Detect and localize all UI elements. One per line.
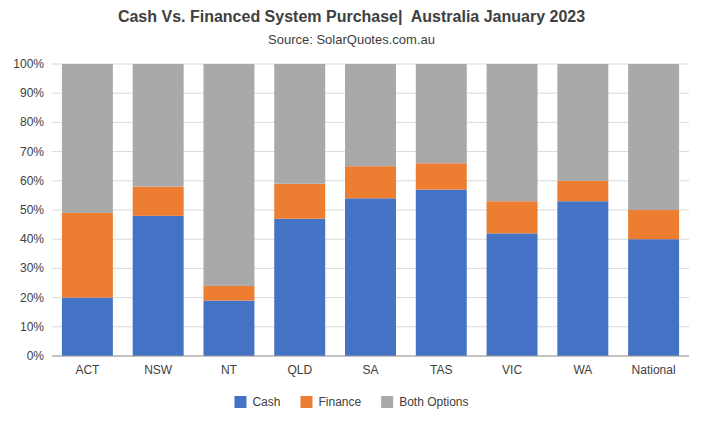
bar-segment <box>416 163 467 189</box>
bar-segment <box>557 181 608 201</box>
bars <box>62 64 679 356</box>
y-tick-label: 30% <box>20 261 44 275</box>
bar-segment <box>133 187 184 216</box>
bar-segment <box>628 239 679 356</box>
x-tick-label: QLD <box>287 363 312 377</box>
bar-segment <box>416 64 467 163</box>
bar-segment <box>345 198 396 356</box>
legend-item: Cash <box>234 395 280 409</box>
bar-segment <box>628 64 679 210</box>
x-tick-label: WA <box>573 363 592 377</box>
bar-segment <box>62 298 113 356</box>
x-tick-label: SA <box>362 363 378 377</box>
subtitle: Source: SolarQuotes.com.au <box>268 32 435 47</box>
title: Cash Vs. Financed System Purchase| Austr… <box>118 8 585 25</box>
bar-segment <box>628 210 679 239</box>
bar-segment <box>557 201 608 356</box>
chart: Cash Vs. Financed System Purchase| Austr… <box>0 0 703 428</box>
y-tick-label: 10% <box>20 320 44 334</box>
y-tick-label: 20% <box>20 291 44 305</box>
x-tick-label: VIC <box>502 363 522 377</box>
bar-segment <box>203 301 254 356</box>
bar-segment <box>487 201 538 233</box>
x-tick-label: NT <box>221 363 238 377</box>
legend-swatch <box>300 396 312 408</box>
bar-segment <box>487 233 538 356</box>
bar-segment <box>203 286 254 301</box>
bar-segment <box>274 219 325 356</box>
bar-segment <box>345 64 396 166</box>
y-tick-label: 90% <box>20 86 44 100</box>
y-tick-label: 70% <box>20 145 44 159</box>
grid <box>52 64 689 356</box>
bar-segment <box>62 64 113 213</box>
y-tick-label: 50% <box>20 203 44 217</box>
legend: Cash Finance Both Options <box>234 395 468 409</box>
legend-label: Finance <box>318 395 361 409</box>
legend-swatch <box>234 396 246 408</box>
legend-swatch <box>381 396 393 408</box>
legend-item: Finance <box>300 395 361 409</box>
bar-segment <box>62 213 113 298</box>
grid-line <box>52 356 689 357</box>
x-tick-label: NSW <box>144 363 173 377</box>
bar-segment <box>416 190 467 356</box>
y-tick-label: 40% <box>20 232 44 246</box>
bar-segment <box>274 184 325 219</box>
x-tick-label: TAS <box>430 363 452 377</box>
bar-segment <box>133 216 184 356</box>
bar-segment <box>557 64 608 181</box>
bar-segment <box>274 64 325 184</box>
bar-segment <box>345 166 396 198</box>
y-tick-label: 0% <box>27 349 45 363</box>
bar-segment <box>133 64 184 187</box>
y-tick-label: 100% <box>13 57 44 71</box>
bar-segment <box>487 64 538 201</box>
legend-label: Cash <box>252 395 280 409</box>
x-axis-line <box>52 356 689 357</box>
x-tick-label: ACT <box>75 363 100 377</box>
legend-item: Both Options <box>381 395 468 409</box>
bar-segment <box>203 64 254 286</box>
y-tick-label: 60% <box>20 174 44 188</box>
legend-label: Both Options <box>399 395 468 409</box>
y-tick-label: 80% <box>20 115 44 129</box>
x-tick-label: National <box>632 363 676 377</box>
